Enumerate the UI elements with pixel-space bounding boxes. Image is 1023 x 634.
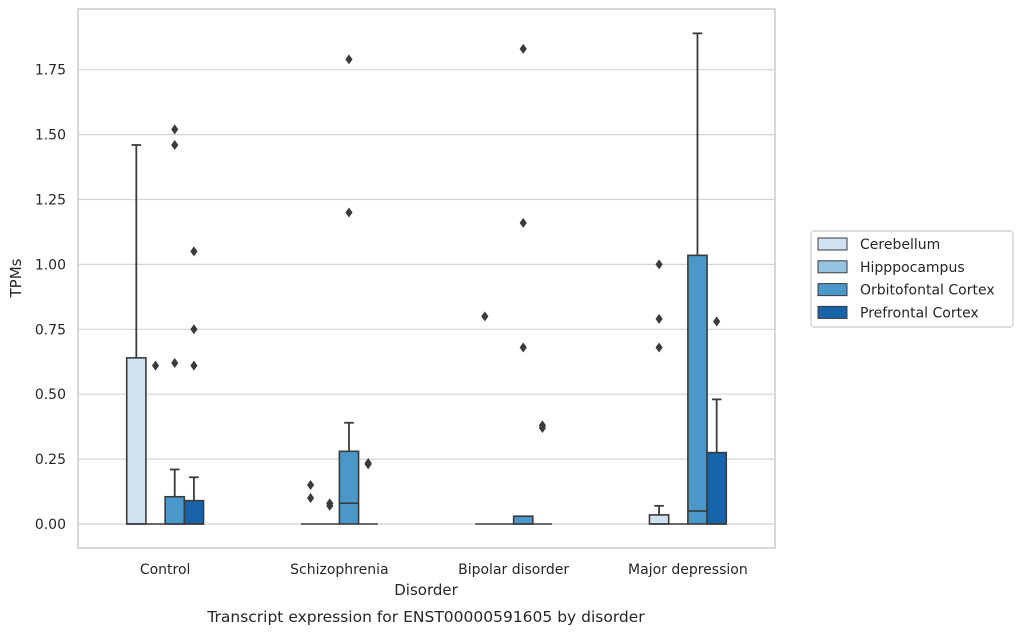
x-tick-label: Control (140, 562, 191, 578)
outlier-point (655, 313, 663, 324)
legend-frame (810, 230, 1014, 328)
y-axis-label: TPMs (7, 258, 25, 298)
outlier-point (190, 324, 198, 335)
box-2-0 (164, 124, 186, 525)
outlier-point (519, 342, 527, 353)
outlier-point (713, 316, 721, 327)
outlier-point (306, 480, 315, 491)
y-tick-label: 1.00 (35, 257, 66, 273)
y-tick-label: 1.75 (35, 63, 66, 79)
y-tick-label: 0.75 (35, 322, 66, 338)
box-body (648, 514, 670, 525)
outlier-point (151, 360, 160, 371)
outlier-point (364, 457, 372, 468)
box-body (512, 515, 534, 525)
box-1-0 (145, 360, 166, 525)
y-tick-label: 0.00 (35, 517, 66, 533)
outlier-point (345, 54, 353, 65)
box-series (125, 32, 728, 525)
legend-swatch (817, 305, 848, 319)
legend: Cerebellum Hipppocampus Orbitofontal Corte… (810, 230, 1014, 328)
chart-caption: Transcript expression for ENST0000059160… (206, 608, 645, 626)
box-2-1 (338, 54, 360, 525)
y-tick-label: 1.25 (35, 193, 66, 209)
legend-label: Prefrontal Cortex (860, 305, 979, 321)
outlier-point (190, 360, 198, 371)
x-axis-label: Disorder (394, 581, 458, 599)
legend-item: Hipppocampus (817, 260, 965, 276)
x-tick-label: Bipolar disorder (458, 562, 569, 578)
box-body (706, 451, 728, 525)
box-0-1 (300, 480, 321, 525)
outlier-point (655, 342, 663, 353)
outlier-point (171, 139, 179, 150)
box-3-3 (706, 316, 728, 525)
legend-swatch (817, 237, 848, 251)
outlier-point (326, 498, 334, 509)
box-3-2 (532, 420, 553, 525)
box-0-3 (648, 259, 670, 525)
legend-swatch (817, 260, 848, 274)
outlier-point (481, 311, 489, 322)
y-tick-label: 0.25 (35, 452, 66, 468)
box-1-1 (320, 498, 340, 525)
outlier-point (519, 217, 527, 228)
legend-label: Orbitofontal Cortex (860, 283, 995, 299)
outlier-point (345, 207, 353, 218)
outlier-point (519, 43, 527, 54)
box-body (687, 254, 708, 525)
box-0-0 (125, 144, 147, 525)
y-tick-label: 1.50 (35, 128, 66, 144)
legend-item: Cerebellum (817, 237, 940, 253)
legend-swatch (817, 283, 848, 297)
gridlines (78, 69, 775, 525)
box-2-2 (512, 43, 534, 525)
outlier-point (171, 124, 179, 135)
x-axis-ticks: Control Schizophrenia Bipolar disorder Majo… (140, 562, 748, 578)
outlier-point (190, 246, 198, 257)
box-3-1 (358, 457, 378, 525)
y-axis-ticks: 0.00 0.25 0.50 0.75 1.00 1.25 1.50 1.75 (35, 63, 66, 533)
plot-area-frame (77, 8, 776, 549)
legend-label: Hipppocampus (860, 260, 965, 276)
box-body (338, 450, 360, 525)
outlier-point (306, 493, 315, 504)
box-body (183, 499, 205, 525)
box-body (164, 495, 186, 525)
outlier-point (538, 420, 547, 431)
legend-item: Prefrontal Cortex (817, 305, 979, 321)
outlier-point (655, 259, 663, 270)
x-tick-label: Schizophrenia (290, 562, 388, 578)
legend-label: Cerebellum (860, 237, 940, 253)
box-body (125, 357, 147, 525)
y-tick-label: 0.50 (35, 387, 66, 403)
x-tick-label: Major depression (628, 562, 748, 578)
outlier-point (171, 358, 179, 369)
legend-item: Orbitofontal Cortex (817, 283, 995, 299)
box-3-0 (183, 246, 205, 525)
box-2-3 (687, 32, 708, 525)
box-0-2 (475, 311, 495, 525)
